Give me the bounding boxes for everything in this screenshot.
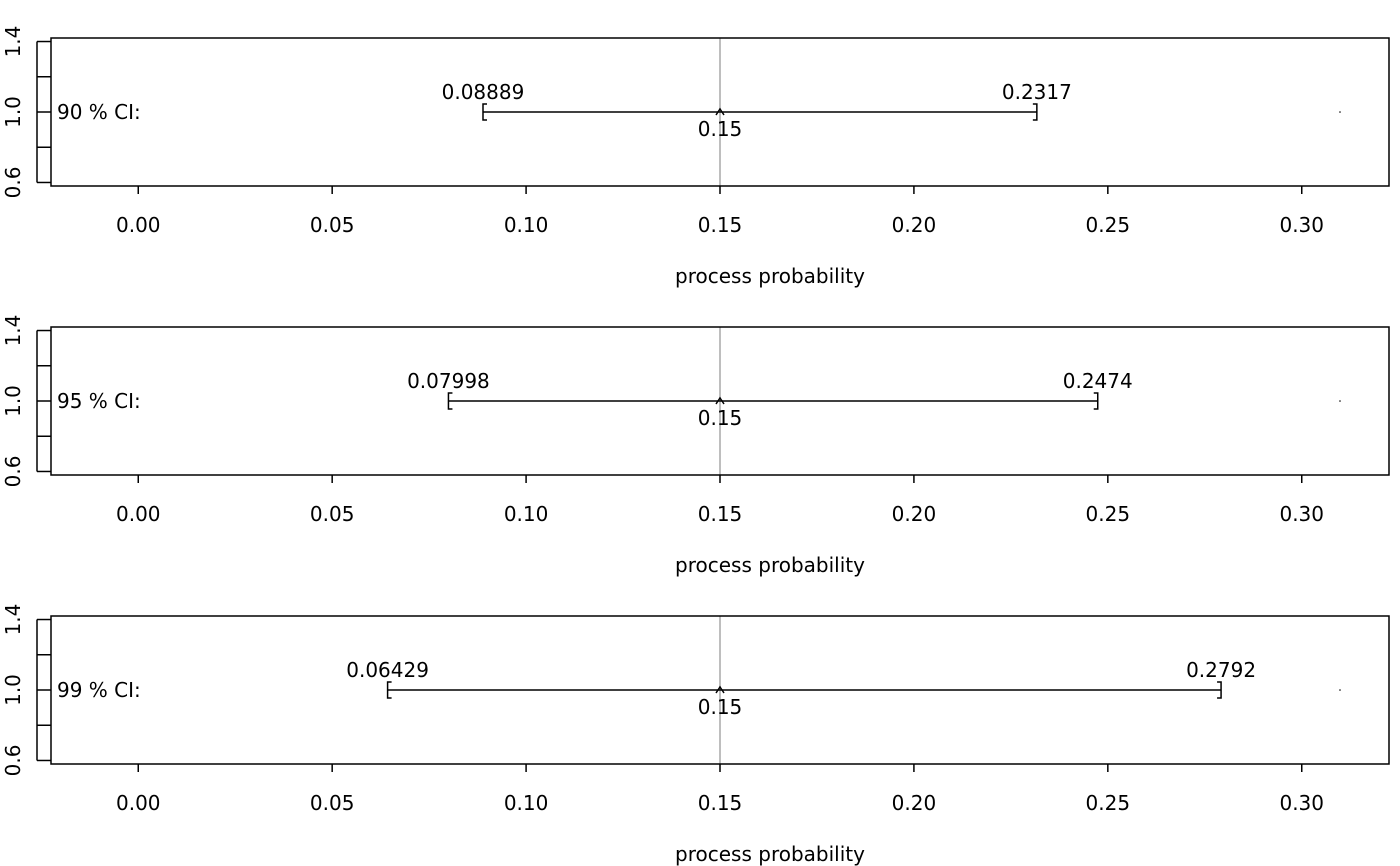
x-tick-label: 0.10: [504, 502, 549, 526]
ci-lower-bracket: [386, 681, 392, 699]
right-dot: [1339, 111, 1341, 113]
ci-estimate-marker: [715, 685, 725, 694]
x-tick-label: 0.05: [310, 213, 355, 237]
x-tick-label: 0.05: [310, 791, 355, 815]
y-tick-label: 1.0: [1, 385, 25, 417]
x-axis-label: process probability: [675, 553, 865, 577]
y-tick-label: 1.0: [1, 96, 25, 128]
y-tick-label: 0.6: [1, 167, 25, 199]
ci-row-label: 99 % CI:: [57, 678, 141, 702]
ci-upper-bracket: [1217, 681, 1222, 699]
x-axis-label: process probability: [675, 264, 865, 288]
ci-estimate-label: 0.15: [698, 117, 743, 141]
right-dot: [1339, 689, 1341, 691]
y-tick-label: 1.4: [1, 315, 25, 347]
ci-upper-bracket: [1093, 392, 1099, 410]
x-tick-label: 0.15: [698, 791, 743, 815]
x-tick-label: 0.20: [892, 791, 937, 815]
x-tick-label: 0.00: [116, 502, 161, 526]
ci-row-label: 90 % CI:: [57, 100, 141, 124]
x-tick-label: 0.10: [504, 791, 549, 815]
x-tick-label: 0.30: [1279, 791, 1324, 815]
x-tick-label: 0.15: [698, 502, 743, 526]
ci-lower-bracket: [447, 392, 453, 410]
x-tick-label: 0.30: [1279, 213, 1324, 237]
ci-estimate-marker: [715, 396, 725, 405]
x-tick-label: 0.25: [1086, 502, 1131, 526]
y-tick-label: 0.6: [1, 745, 25, 777]
x-tick-label: 0.20: [892, 213, 937, 237]
y-tick-label: 0.6: [1, 456, 25, 488]
ci-estimate-label: 0.15: [698, 695, 743, 719]
ci-upper-label: 0.2792: [1186, 658, 1256, 682]
x-tick-label: 0.10: [504, 213, 549, 237]
x-axis-label: process probability: [675, 842, 865, 866]
ci-upper-label: 0.2474: [1063, 369, 1133, 393]
y-tick-label: 1.0: [1, 674, 25, 706]
x-tick-label: 0.15: [698, 213, 743, 237]
ci-upper-bracket: [1032, 103, 1038, 121]
y-tick-label: 1.4: [1, 26, 25, 58]
right-dot: [1339, 400, 1341, 402]
x-tick-label: 0.00: [116, 791, 161, 815]
ci-row-label: 95 % CI:: [57, 389, 141, 413]
ci-upper-label: 0.2317: [1002, 80, 1072, 104]
x-tick-label: 0.30: [1279, 502, 1324, 526]
x-tick-label: 0.25: [1086, 213, 1131, 237]
ci-estimate-label: 0.15: [698, 406, 743, 430]
x-tick-label: 0.00: [116, 213, 161, 237]
ci-lower-label: 0.06429: [346, 658, 429, 682]
x-tick-label: 0.20: [892, 502, 937, 526]
ci-lower-label: 0.07998: [407, 369, 490, 393]
ci-lower-bracket: [482, 103, 487, 121]
x-tick-label: 0.25: [1086, 791, 1131, 815]
ci-estimate-marker: [715, 107, 725, 116]
x-tick-label: 0.05: [310, 502, 355, 526]
y-tick-label: 1.4: [1, 604, 25, 636]
ci-lower-label: 0.08889: [442, 80, 525, 104]
